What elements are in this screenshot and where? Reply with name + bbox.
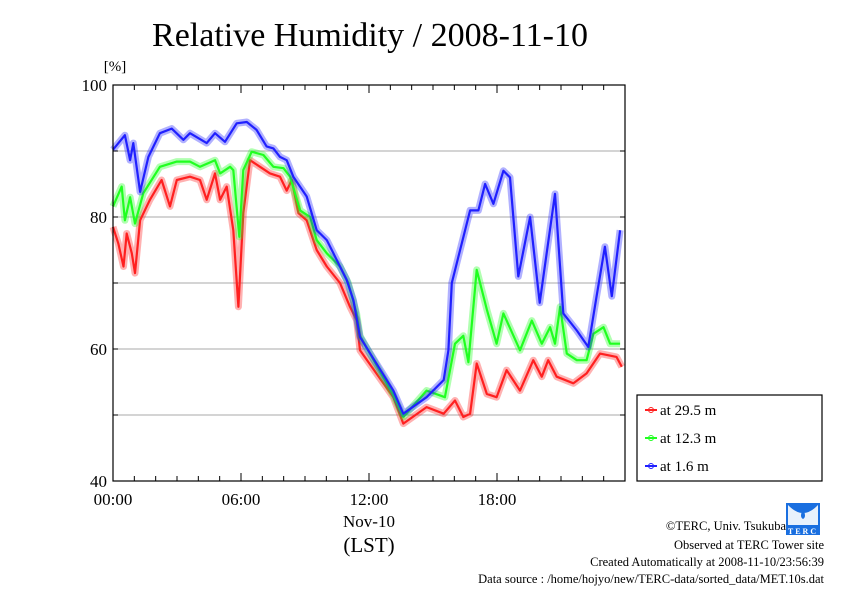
y-tick-label: 60	[90, 340, 107, 359]
chart-title: Relative Humidity / 2008-11-10	[152, 17, 588, 54]
y-tick-label: 100	[82, 76, 108, 95]
series-line	[112, 120, 622, 415]
legend-label: at 12.3 m	[660, 431, 717, 447]
x-tick-label: 18:00	[478, 490, 517, 509]
y-tick-label: 40	[90, 472, 107, 491]
terc-logo: TERC	[786, 503, 820, 536]
legend-marker	[648, 407, 654, 413]
created-text: Created Automatically at 2008-11-10/23:5…	[590, 555, 824, 569]
series-scatter-band	[109, 156, 625, 428]
data-source-text: Data source : /home/hojyo/new/TERC-data/…	[478, 572, 824, 586]
x-tick-label: 00:00	[94, 490, 133, 509]
legend-label: at 1.6 m	[660, 459, 709, 475]
legend-marker	[648, 463, 654, 469]
svg-text:TERC: TERC	[788, 527, 818, 535]
x-tick-label: 12:00	[350, 490, 389, 509]
observed-text: Observed at TERC Tower site	[673, 538, 824, 552]
x-axis-label: (LST)	[343, 533, 394, 557]
x-tick-label: 06:00	[222, 490, 261, 509]
x-date-label: Nov-10	[343, 512, 395, 531]
legend-marker	[648, 435, 654, 441]
legend-label: at 29.5 m	[660, 403, 717, 419]
legend-box	[636, 394, 823, 482]
copyright-text: ©TERC, Univ. Tsukuba	[665, 519, 786, 533]
legend: at 29.5 m at 12.3 m at 1.6 m	[636, 394, 823, 482]
series-line	[111, 159, 623, 425]
y-tick-label: 80	[90, 208, 107, 227]
y-axis-unit: [%]	[104, 59, 127, 75]
